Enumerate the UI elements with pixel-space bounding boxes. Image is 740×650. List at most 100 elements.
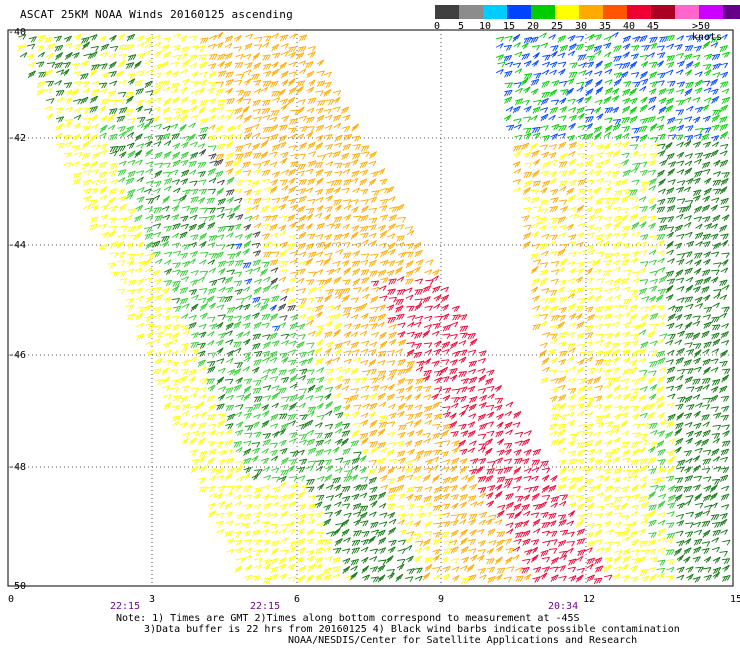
wind-barb [558, 80, 568, 87]
wind-barb [189, 449, 198, 456]
wind-barb [119, 278, 128, 284]
wind-barb [308, 447, 317, 455]
wind-barb [323, 459, 333, 466]
wind-barb [639, 279, 649, 285]
wind-barb [683, 547, 692, 556]
wind-barb [692, 177, 701, 185]
wind-barb [701, 133, 710, 142]
wind-barb [648, 88, 657, 95]
wind-barb [278, 203, 287, 211]
wind-barb [98, 161, 107, 169]
wind-barb [306, 486, 315, 493]
wind-barb [152, 194, 161, 201]
wind-barb [234, 243, 243, 250]
wind-barb [180, 324, 189, 331]
wind-barb [386, 374, 395, 381]
wind-barb [432, 285, 441, 294]
wind-barb [262, 54, 271, 61]
wind-barb [406, 331, 415, 338]
wind-barb [306, 438, 316, 446]
wind-barb [209, 53, 218, 61]
wind-barb [270, 124, 279, 133]
wind-barb [334, 204, 342, 212]
wind-barb [404, 466, 413, 474]
wind-barb [467, 332, 476, 340]
wind-barb [433, 514, 442, 520]
wind-barb [692, 286, 701, 293]
wind-barb [152, 325, 162, 331]
wind-barb [621, 141, 630, 148]
wind-barb [431, 393, 439, 401]
wind-barb [567, 510, 576, 518]
wind-barb [343, 475, 352, 483]
wind-barb [450, 321, 459, 328]
wind-barb [154, 258, 163, 265]
wind-barb [315, 339, 324, 347]
wind-barb [126, 297, 135, 305]
wind-barb [612, 477, 621, 484]
wind-barb [279, 61, 288, 70]
wind-barb [287, 465, 295, 473]
wind-barb [468, 513, 478, 520]
wind-barb [386, 568, 395, 575]
wind-barb [477, 413, 486, 422]
wind-barb [658, 88, 667, 96]
wind-barb [89, 134, 98, 142]
wind-barb [693, 158, 702, 165]
wind-barb [378, 285, 387, 291]
wind-barb [254, 487, 263, 494]
wind-barb [224, 35, 234, 43]
wind-barb [98, 171, 108, 179]
wind-barb [235, 465, 244, 474]
wind-barb [630, 504, 639, 511]
wind-barb [198, 386, 207, 393]
wind-barb [288, 500, 297, 509]
wind-barb [314, 347, 323, 356]
wind-barb [576, 196, 586, 203]
wind-barb [503, 442, 513, 449]
wind-barb [540, 305, 549, 312]
wind-barb [595, 239, 604, 246]
wind-barb [316, 205, 324, 212]
wind-barb [127, 54, 137, 62]
wind-barb [289, 109, 299, 116]
wind-barb [398, 339, 407, 347]
wind-barb [242, 513, 252, 521]
wind-barb [665, 216, 675, 223]
wind-barb [548, 520, 557, 527]
wind-barb [416, 512, 425, 519]
wind-barb [388, 278, 397, 285]
wind-barb [154, 278, 163, 285]
wind-barb [299, 368, 308, 375]
wind-barb [146, 69, 154, 75]
wind-barb [559, 494, 568, 501]
wind-barb [234, 500, 242, 507]
wind-barb [558, 141, 567, 150]
wind-barb [719, 518, 728, 527]
wind-barb [359, 302, 368, 311]
wind-barb [684, 53, 693, 61]
wind-barb [315, 531, 324, 538]
wind-barb [522, 196, 531, 203]
wind-barb [542, 366, 550, 373]
wind-barb [631, 493, 640, 501]
wind-barb [720, 205, 730, 212]
wind-barb [657, 485, 666, 492]
wind-barb [333, 187, 341, 195]
wind-barb [315, 449, 324, 457]
wind-barb [173, 187, 181, 194]
wind-barb [586, 224, 595, 231]
wind-barb [640, 513, 650, 520]
wind-barb [404, 287, 413, 294]
wind-barb [215, 339, 224, 347]
wind-barb [649, 244, 659, 251]
wind-barb [144, 135, 153, 141]
wind-barb [243, 494, 253, 501]
wind-barb [315, 439, 325, 447]
wind-barb [388, 458, 397, 465]
wind-barb [297, 323, 306, 331]
wind-barb [297, 334, 306, 340]
wind-barb [593, 431, 602, 437]
wind-barb [684, 135, 694, 142]
wind-barb [371, 190, 380, 197]
